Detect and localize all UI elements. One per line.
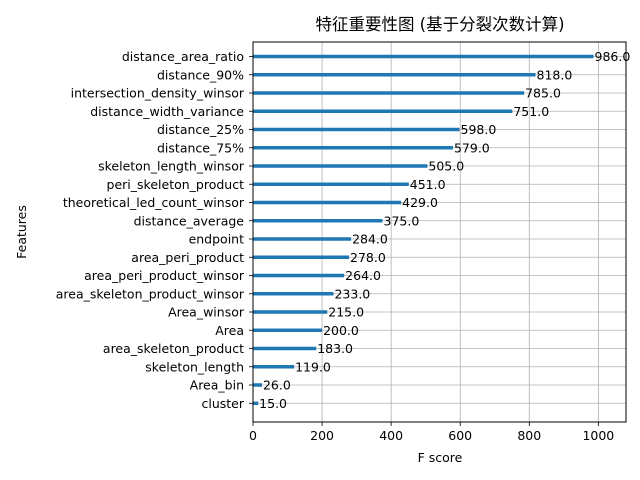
bar — [253, 273, 345, 278]
x-tick-label: 400 — [379, 428, 403, 443]
category-label: theoretical_led_count_winsor — [63, 195, 245, 210]
plot-frame — [252, 41, 627, 423]
bar — [253, 54, 594, 59]
x-tick-label: 600 — [448, 428, 472, 443]
value-label: 284.0 — [352, 232, 388, 247]
category-label: Area — [215, 323, 244, 338]
value-label: 215.0 — [328, 305, 364, 320]
bar — [253, 255, 350, 259]
x-tick-label: 0 — [249, 428, 257, 443]
category-label: area_peri_product — [131, 250, 244, 265]
x-axis-title: F score — [418, 450, 463, 465]
category-label: skeleton_length — [145, 359, 244, 374]
bar — [253, 310, 328, 314]
value-labels: 986.0 818.0 785.0 751.0 598.0 579.0 505.0 451.0… — [259, 49, 630, 411]
value-label: 505.0 — [428, 159, 464, 174]
category-label: distance_average — [134, 213, 245, 228]
x-axis-ticks: 0 200 400 600 800 1000 — [249, 422, 614, 443]
category-label: skeleton_length_winsor — [98, 159, 245, 174]
value-label: 375.0 — [384, 213, 420, 228]
value-label: 278.0 — [350, 250, 386, 265]
bar — [253, 91, 525, 95]
bar — [253, 292, 334, 296]
bar — [253, 346, 317, 351]
bar — [253, 182, 409, 186]
value-label: 451.0 — [410, 177, 446, 192]
bar — [253, 109, 513, 113]
y-axis-title: Features — [14, 205, 29, 259]
value-label: 986.0 — [595, 49, 631, 64]
bar — [253, 164, 428, 168]
bar — [253, 127, 460, 132]
category-label: Area_bin — [190, 378, 244, 393]
category-labels: distance_area_ratio distance_90% intersect… — [56, 49, 253, 411]
bar — [253, 146, 453, 150]
category-label: distance_90% — [157, 67, 244, 82]
category-label: peri_skeleton_product — [107, 177, 245, 192]
bar — [253, 383, 262, 387]
value-label: 429.0 — [402, 195, 438, 210]
value-label: 200.0 — [323, 323, 359, 338]
value-label: 264.0 — [345, 268, 381, 283]
bar — [253, 328, 323, 332]
value-label: 119.0 — [295, 359, 331, 374]
bar — [253, 200, 402, 205]
category-label: distance_75% — [157, 140, 244, 155]
category-label: distance_area_ratio — [122, 49, 244, 64]
bar — [253, 365, 295, 369]
category-label: distance_width_variance — [90, 104, 244, 119]
value-label: 598.0 — [461, 122, 497, 137]
x-tick-label: 200 — [310, 428, 334, 443]
category-label: cluster — [201, 396, 244, 411]
bars-layer — [253, 54, 594, 405]
category-label: endpoint — [189, 232, 245, 247]
value-label: 785.0 — [525, 86, 561, 101]
category-label: Area_winsor — [168, 305, 245, 320]
category-label: area_peri_product_winsor — [84, 268, 245, 283]
value-label: 233.0 — [334, 286, 370, 301]
bar — [253, 237, 352, 241]
bar — [253, 401, 259, 405]
bar — [253, 73, 536, 77]
value-label: 579.0 — [454, 140, 490, 155]
x-tick-label: 1000 — [582, 428, 614, 443]
value-label: 818.0 — [537, 67, 573, 82]
category-label: area_skeleton_product — [103, 341, 244, 356]
category-label: area_skeleton_product_winsor — [56, 286, 245, 301]
bar — [253, 219, 383, 223]
value-label: 183.0 — [317, 341, 353, 356]
chart-title: 特征重要性图 (基于分裂次数计算) — [315, 15, 564, 34]
value-label: 15.0 — [259, 396, 287, 411]
category-label: intersection_density_winsor — [71, 86, 245, 101]
x-tick-label: 800 — [517, 428, 541, 443]
value-label: 751.0 — [513, 104, 549, 119]
value-label: 26.0 — [263, 378, 291, 393]
category-label: distance_25% — [157, 122, 244, 137]
